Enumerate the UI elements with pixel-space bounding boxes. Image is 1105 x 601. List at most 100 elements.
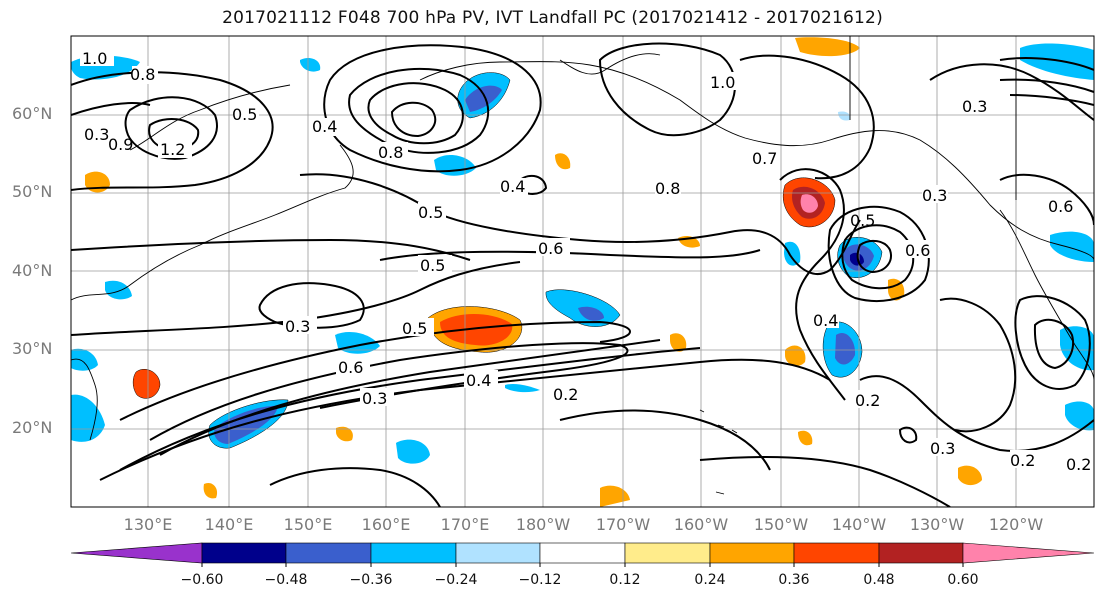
colorbar-tick-label: 0.12 <box>609 572 641 588</box>
contour-label: 0.3 <box>84 125 109 144</box>
contour-label: 0.5 <box>418 203 443 222</box>
colorbar-tick-label: 0.60 <box>947 572 979 588</box>
contour-label: 0.6 <box>1048 197 1073 216</box>
contour-label: 0.5 <box>232 105 257 124</box>
positive-anomaly <box>800 194 818 213</box>
colorbar-segment <box>962 542 1095 564</box>
negative-anomaly <box>434 154 476 176</box>
colorbar-segment <box>709 542 795 564</box>
contour-label: 1.0 <box>710 73 735 92</box>
contour-label: 0.4 <box>312 117 337 136</box>
positive-anomaly <box>600 485 630 507</box>
contour-labels: 1.0 0.8 0.5 0.4 0.3 1.2 0.9 0.8 0.4 0.5 … <box>80 48 1091 474</box>
positive-anomaly <box>132 369 161 399</box>
positive-anomaly <box>203 482 218 499</box>
latitude-label: 40°N <box>12 261 53 280</box>
latitude-label: 20°N <box>12 418 53 437</box>
map-frame <box>70 35 1095 508</box>
contour-label: 0.3 <box>922 186 947 205</box>
negative-anomaly <box>300 58 321 72</box>
negative-anomaly <box>1020 43 1094 80</box>
negative-anomaly <box>465 85 502 112</box>
positive-anomaly <box>958 465 982 486</box>
colorbar-segment <box>793 542 880 564</box>
negative-anomaly <box>838 111 851 121</box>
colorbar-tick-label: 0.36 <box>778 572 810 588</box>
colorbar-segment <box>201 542 287 564</box>
contour-label: 0.3 <box>285 317 310 336</box>
contour-label: 0.7 <box>752 149 777 168</box>
longitude-label: 140°E <box>204 515 254 534</box>
negative-anomaly <box>214 405 278 444</box>
contour-label: 0.8 <box>378 143 403 162</box>
positive-anomaly <box>798 430 813 446</box>
negative-anomaly <box>105 280 132 300</box>
coastlines <box>71 36 1094 495</box>
longitude-label: 170°W <box>595 515 651 534</box>
negative-anomaly <box>835 332 856 365</box>
contour-label: 0.3 <box>362 389 387 408</box>
negative-anomaly <box>784 241 801 266</box>
longitude-label: 140°W <box>831 515 887 534</box>
longitude-label: 150°W <box>753 515 809 534</box>
longitude-label: 120°W <box>988 515 1044 534</box>
colorbar-tick-label: −0.36 <box>349 572 393 588</box>
negative-anomaly <box>1065 401 1094 431</box>
contour-label: 0.2 <box>553 385 578 404</box>
contour-label: 0.6 <box>338 358 363 377</box>
positive-anomaly <box>440 313 513 346</box>
contour-label: 0.2 <box>1010 451 1035 470</box>
longitude-label: 170°E <box>440 515 490 534</box>
colorbar-tick-label: −0.12 <box>518 572 562 588</box>
contour-label: 0.5 <box>420 256 445 275</box>
colorbar-segment <box>285 542 372 564</box>
contour-label: 0.2 <box>1066 455 1091 474</box>
contour-label: 0.6 <box>538 239 563 258</box>
colorbar-tick-label: 0.48 <box>863 572 895 588</box>
contour-label: 0.9 <box>108 135 133 154</box>
contour-label: 0.3 <box>930 439 955 458</box>
longitude-label: 160°W <box>673 515 729 534</box>
negative-anomaly <box>1050 231 1094 262</box>
positive-anomaly <box>670 333 687 352</box>
contour-label: 1.2 <box>160 140 185 159</box>
negative-anomaly <box>71 394 105 442</box>
gridlines <box>71 36 1094 507</box>
chart-title: 2017021112 F048 700 hPa PV, IVT Landfall… <box>222 8 883 28</box>
contour-label: 0.3 <box>962 97 987 116</box>
contour-label: 0.2 <box>855 391 880 410</box>
colorbar-segment <box>624 542 711 564</box>
contour-label: 1.0 <box>82 49 107 68</box>
negative-anomaly <box>578 306 604 321</box>
contour-label: 0.5 <box>850 211 875 230</box>
contour-label: 0.4 <box>813 311 838 330</box>
contour-label: 0.8 <box>655 179 680 198</box>
colorbar-tick-label: −0.48 <box>264 572 308 588</box>
latitude-label: 50°N <box>12 182 53 201</box>
colorbar-segment <box>539 542 626 564</box>
colorbar-tick-label: −0.60 <box>180 572 224 588</box>
colorbar-segment <box>70 542 203 564</box>
positive-anomaly <box>795 37 860 57</box>
longitude-label: 130°W <box>909 515 965 534</box>
longitude-label: 180°W <box>515 515 571 534</box>
latitude-label: 30°N <box>12 339 53 358</box>
pv-shading <box>71 37 1094 507</box>
latitude-label: 60°N <box>12 104 53 123</box>
contour-label: 0.5 <box>402 319 427 338</box>
colorbar-tick-label: −0.24 <box>434 572 478 588</box>
negative-anomaly <box>71 348 98 371</box>
longitude-label: 150°E <box>283 515 333 534</box>
longitude-label: 160°E <box>361 515 411 534</box>
colorbar-segment <box>370 542 457 564</box>
colorbar <box>70 542 1095 567</box>
negative-anomaly <box>505 383 540 393</box>
positive-anomaly <box>336 426 353 442</box>
positive-anomaly <box>555 153 571 170</box>
colorbar-tick-label: 0.24 <box>694 572 726 588</box>
contour-label: 0.4 <box>466 371 491 390</box>
contour-label: 0.6 <box>905 241 930 260</box>
contour-label: 0.4 <box>500 177 525 196</box>
negative-anomaly <box>396 439 430 464</box>
